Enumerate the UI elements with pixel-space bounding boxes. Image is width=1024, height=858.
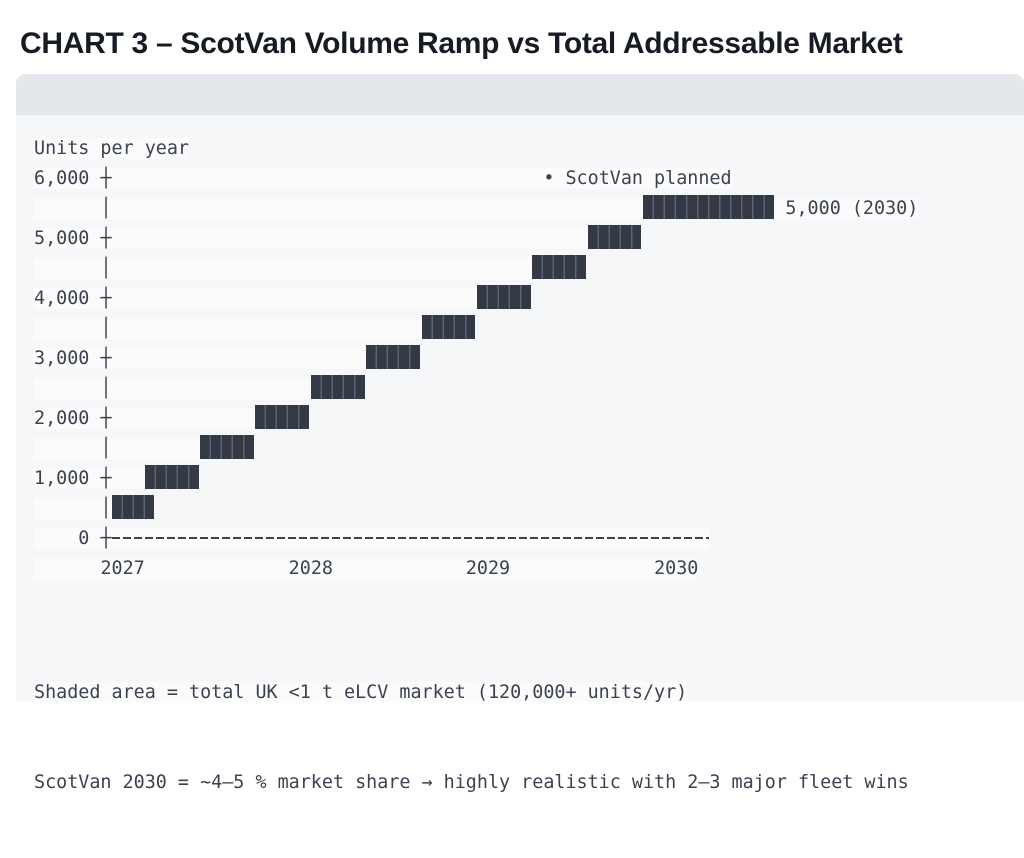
bar-step <box>144 465 199 489</box>
bar-step <box>587 225 642 249</box>
chart-line: 4,000 ┼ <box>34 285 531 309</box>
bar-step <box>366 345 421 369</box>
chart-line: │ <box>34 435 254 459</box>
bar-step <box>532 255 587 279</box>
bar-step <box>255 405 310 429</box>
chart-line: │ <box>34 315 476 339</box>
bar-step <box>200 435 254 459</box>
x-tick-label: 2028 <box>288 558 333 579</box>
bar-step <box>642 195 775 219</box>
chart-line: 2,000 ┼ <box>34 405 310 429</box>
x-axis-line <box>111 537 710 539</box>
chart-line: 1,000 ┼ <box>34 465 199 489</box>
chart-line: │ <box>34 495 155 519</box>
caption-line: Shaded area = total UK <1 t eLCV market … <box>34 678 1024 708</box>
card-header <box>16 74 1024 115</box>
bar-step <box>111 495 155 519</box>
legend-dot-icon: • <box>543 168 555 189</box>
legend-label: ScotVan planned <box>554 168 732 189</box>
caption-line: ScotVan 2030 = ~4–5 % market share → hig… <box>34 768 1024 798</box>
bar-annotation: 5,000 (2030) <box>774 198 919 219</box>
chart-area: Units per year 6,000 ┼ • ScotVan planned… <box>34 134 1024 584</box>
legend: • ScotVan planned <box>543 168 731 189</box>
chart-line: │ <box>34 255 587 279</box>
caption-shaded-area: Shaded area = total UK <1 t eLCV market … <box>34 682 688 703</box>
bar-step <box>310 375 365 399</box>
chart-line: 5,000 ┼ <box>34 225 642 249</box>
x-tick-label: 2029 <box>465 558 511 579</box>
chart-card: Units per year 6,000 ┼ • ScotVan planned… <box>16 74 1024 793</box>
y-axis-title: Units per year <box>34 138 190 159</box>
chart-line: │ <box>34 375 365 399</box>
page-title: CHART 3 – ScotVan Volume Ramp vs Total A… <box>20 27 903 61</box>
chart-ascii: Units per year 6,000 ┼ • ScotVan planned… <box>34 134 1024 584</box>
chart-line: 0 ┼ <box>34 528 710 549</box>
chart-line: 3,000 ┼ <box>34 345 421 369</box>
caption-market-share: ScotVan 2030 = ~4–5 % market share → hig… <box>34 772 909 793</box>
chart-line: │ 5,000 (2030) <box>34 195 919 219</box>
chart-line: 2027 2028 2029 2030 <box>34 558 699 579</box>
chart-line: 6,000 ┼ • ScotVan planned <box>34 168 732 189</box>
chart-line: Units per year <box>34 138 190 159</box>
x-tick-label: 2027 <box>100 558 145 579</box>
bar-step <box>421 315 476 339</box>
chart-captions: Shaded area = total UK <1 t eLCV market … <box>34 618 1024 858</box>
bar-step <box>476 285 531 309</box>
x-tick-label: 2030 <box>654 558 699 579</box>
